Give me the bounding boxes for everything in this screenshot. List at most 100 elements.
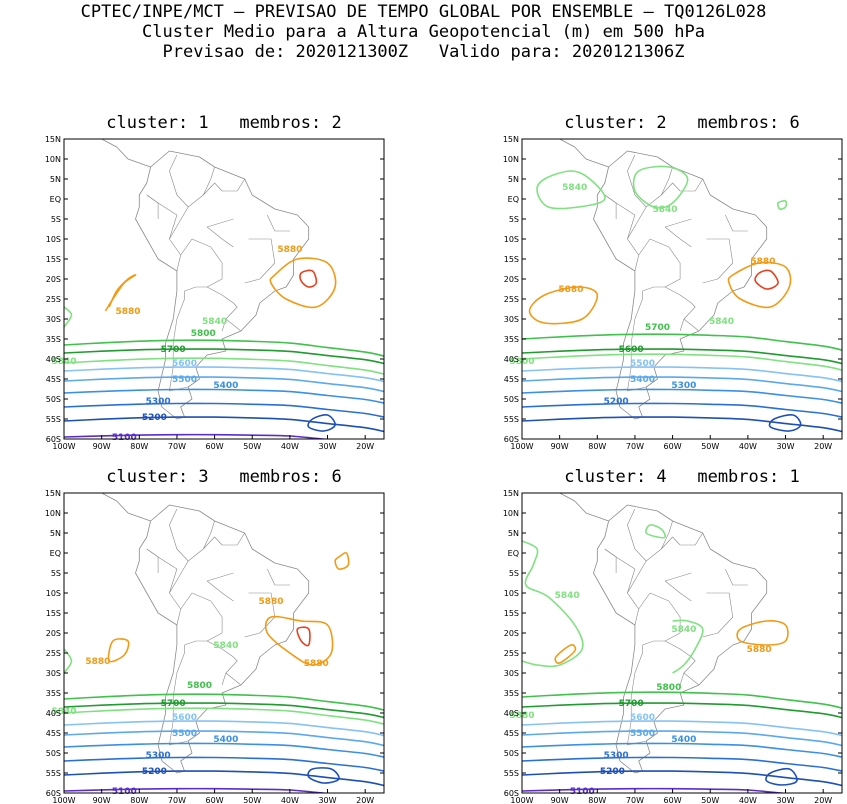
lat-tick-label: 30S: [46, 315, 61, 324]
contour-label: 5200: [142, 413, 167, 423]
contour-line: [64, 648, 73, 674]
contour-label: 5840: [213, 641, 238, 651]
lat-tick-label: 55S: [504, 769, 519, 778]
lon-tick-label: 40W: [739, 442, 757, 450]
contour-line: [522, 720, 842, 737]
country-border: [206, 286, 242, 332]
contour-label: 5300: [146, 397, 171, 407]
lon-tick-label: 70W: [168, 442, 186, 450]
lat-tick-label: 15N: [503, 135, 519, 144]
country-border: [146, 548, 181, 626]
map-panel-1: 5880588058405840580057005600550054005300…: [45, 135, 385, 450]
country-border: [664, 218, 692, 248]
lon-tick-label: 90W: [93, 442, 111, 450]
contour-line: [64, 348, 384, 365]
contour-label: 5840: [671, 625, 696, 635]
lat-tick-label: 55S: [46, 769, 61, 778]
lon-tick-label: 60W: [664, 442, 682, 450]
country-border: [221, 672, 227, 686]
lat-tick-label: 45S: [46, 375, 61, 384]
lon-tick-label: 60W: [206, 796, 224, 804]
contour-label: 5880: [277, 245, 302, 255]
contour-line: [768, 414, 802, 432]
map-panel-4: 5840584058805880580057005600550054005300…: [503, 489, 843, 804]
contour-line: [64, 756, 384, 772]
coastline: [593, 504, 768, 774]
country-border: [221, 318, 227, 332]
lat-tick-label: 5S: [509, 569, 519, 578]
contour-line: [776, 200, 788, 210]
contour-label: 5100: [112, 433, 137, 443]
contour-label: 5700: [619, 699, 644, 709]
lon-tick-label: 90W: [551, 796, 569, 804]
contour-label: 5400: [213, 381, 238, 391]
contour-line: [64, 707, 384, 725]
contour-line: [522, 770, 842, 787]
country-border: [725, 568, 748, 586]
contour-line: [299, 269, 318, 288]
coastline: [558, 493, 609, 522]
contour-line: [296, 626, 311, 647]
coastline: [135, 150, 310, 420]
map-content: [64, 493, 384, 793]
lon-tick-label: 50W: [701, 442, 719, 450]
lon-tick-label: 30W: [776, 796, 794, 804]
country-border: [169, 291, 189, 392]
contour-label: 5840: [555, 591, 580, 601]
country-border: [604, 548, 617, 573]
lat-tick-label: 30S: [504, 315, 519, 324]
country-border: [169, 154, 189, 208]
contour-label: 5600: [172, 359, 197, 369]
contour-label: 5800: [656, 683, 681, 693]
contour-line: [522, 348, 842, 365]
country-border: [203, 520, 215, 550]
contour-label: 5840: [202, 317, 227, 327]
lon-tick-label: 100W: [510, 796, 533, 804]
lat-tick-label: 50S: [504, 395, 519, 404]
country-border: [146, 548, 159, 573]
contour-label: 5600: [619, 345, 644, 355]
country-border: [627, 291, 647, 392]
country-border: [661, 520, 673, 550]
map-frame: [63, 138, 385, 440]
lon-tick-label: 70W: [626, 442, 644, 450]
contour-line: [522, 787, 790, 793]
country-border: [604, 194, 639, 272]
lat-tick-label: 35S: [504, 335, 519, 344]
lat-tick-label: 30S: [46, 669, 61, 678]
panel-1-title: cluster: 1 membros: 2: [106, 113, 342, 133]
lat-tick-label: 5N: [508, 175, 519, 184]
lon-tick-label: 50W: [243, 442, 261, 450]
contour-line: [727, 261, 792, 309]
country-border: [203, 166, 215, 196]
contour-label: 5300: [146, 751, 171, 761]
lon-tick-label: 40W: [739, 796, 757, 804]
lon-tick-label: 20W: [356, 796, 374, 804]
lat-tick-label: 10N: [503, 509, 519, 518]
contour-line: [64, 787, 332, 793]
country-border: [169, 178, 245, 240]
map-content: [64, 139, 384, 439]
lat-tick-label: 10N: [45, 155, 61, 164]
lat-tick-label: 15N: [45, 135, 61, 144]
contour-line: [522, 333, 842, 351]
map-content: [522, 139, 842, 433]
country-border: [638, 592, 681, 646]
main-title-line1: CPTEC/INPE/MCT – PREVISAO DE TEMPO GLOBA…: [80, 2, 767, 22]
country-border: [661, 166, 673, 196]
lat-tick-label: 35S: [504, 689, 519, 698]
contour-line: [522, 756, 842, 772]
contour-line: [64, 770, 384, 787]
contour-label: 5700: [161, 345, 186, 355]
lon-tick-label: 80W: [588, 442, 606, 450]
lat-tick-label: EQ: [50, 195, 61, 204]
lat-tick-label: 50S: [46, 395, 61, 404]
lon-tick-label: 40W: [281, 442, 299, 450]
lon-tick-label: 100W: [510, 442, 533, 450]
contour-label: 5200: [142, 767, 167, 777]
lat-tick-label: 55S: [46, 415, 61, 424]
country-border: [206, 218, 234, 248]
lat-tick-label: EQ: [508, 195, 519, 204]
contour-line: [307, 767, 340, 784]
contour-label: 5300: [671, 381, 696, 391]
